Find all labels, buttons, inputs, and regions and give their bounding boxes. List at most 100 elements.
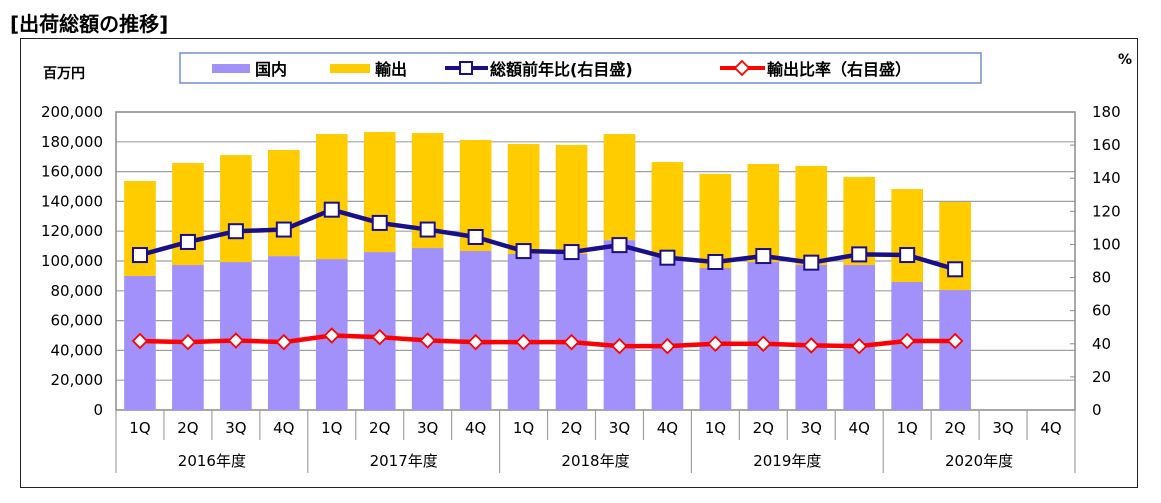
marker-yoy [179,233,196,250]
bar-domestic [651,256,684,410]
legend-label-export: 輸出 [375,60,407,79]
chart-frame [20,38,1138,488]
marker-yoy [947,261,964,278]
bar-export [699,173,732,269]
marker-export-ratio [850,337,868,355]
legend-swatch-domestic [212,64,250,73]
lines [131,201,964,355]
left-tick-label: 100,000 [41,252,103,270]
chart-title: [出荷総額の推移] [10,12,169,36]
marker-yoy [755,248,772,265]
marker-yoy [515,243,532,260]
category-label: 3Q [801,419,822,437]
marker-export-ratio [467,333,484,351]
marker-yoy [563,244,580,261]
category-label: 3Q [225,419,246,437]
marker-yoy [851,246,868,263]
marker-yoy [275,221,292,238]
marker-yoy [227,223,244,240]
marker-export-ratio [131,332,149,350]
group-label: 2017年度 [370,452,438,470]
marker-yoy [611,237,628,254]
category-label: 2Q [944,419,965,437]
legend-marker-export-ratio [733,59,751,77]
bar-domestic [939,290,971,410]
legend-box [179,52,982,84]
bar-export [507,144,540,254]
bar-export [747,164,780,263]
right-tick-label: 80 [1092,269,1111,287]
bar-export [220,155,252,263]
line-yoy [139,207,956,272]
marker-yoy [467,228,484,245]
left-tick-label: 20,000 [51,371,104,389]
bar-export [795,165,828,266]
marker-export-ratio [275,333,293,351]
marker-export-ratio [227,332,245,349]
group-label: 2020年度 [945,452,1013,470]
legend-marker-yoy [459,61,473,75]
left-tick-label: 80,000 [51,282,104,300]
marker-yoy [899,247,916,264]
left-tick-label: 0 [93,401,103,419]
marker-yoy [419,221,436,238]
left-tick-label: 120,000 [41,222,103,240]
left-tick-label: 180,000 [41,133,103,151]
category-label: 2Q [177,419,198,437]
bar-domestic [268,256,300,410]
bar-export [891,189,923,283]
left-tick-label: 140,000 [41,192,103,210]
category-label: 1Q [705,419,726,437]
category-label: 2Q [753,419,774,437]
legend-swatch-export [330,64,370,73]
legend: 国内 輸出 総額前年比(右目盛) 輸出比率（右目盛） [179,52,982,84]
marker-export-ratio [563,333,580,351]
category-label: 1Q [321,419,342,437]
marker-yoy [371,214,388,231]
bar-domestic [603,240,636,410]
category-label: 3Q [417,419,438,437]
marker-yoy [707,253,724,270]
line-export-ratio [139,333,956,349]
category-label: 2Q [561,419,582,437]
bar-domestic [411,248,444,410]
left-tick-label: 60,000 [51,312,104,330]
bars [124,131,971,410]
marker-export-ratio [659,337,676,355]
category-label: 1Q [896,419,917,437]
bar-export [651,162,684,257]
legend-label-domestic: 国内 [255,60,287,79]
category-label: 3Q [609,419,630,437]
legend-label-export-ratio: 輸出比率（右目盛） [767,60,911,79]
marker-export-ratio [515,333,532,351]
marker-export-ratio [946,332,964,350]
bar-export [268,149,300,257]
left-tick-label: 40,000 [51,341,104,359]
bar-export [555,144,588,254]
right-tick-label: 20 [1092,368,1111,386]
group-label: 2019年度 [753,452,821,470]
category-label: 2Q [369,419,390,437]
bar-export [315,134,348,260]
right-tick-label: 160 [1092,136,1121,154]
left-tick-label: 200,000 [41,103,103,121]
marker-yoy [803,254,820,271]
bar-domestic [459,251,492,410]
category-label: 4Q [1040,419,1061,437]
marker-yoy [131,247,148,264]
bar-export [363,131,396,253]
category-label: 3Q [992,419,1013,437]
right-tick-label: 0 [1092,401,1102,419]
category-label: 4Q [849,419,870,437]
marker-export-ratio [323,327,341,344]
marker-yoy [323,201,340,218]
right-tick-label: 140 [1092,169,1121,187]
marker-export-ratio [371,328,388,346]
category-label: 1Q [129,419,150,437]
marker-export-ratio [419,332,436,349]
bar-domestic [507,253,540,410]
marker-export-ratio [707,335,724,353]
axes: 0 20,000 40,000 60,000 80,000 100,000 120,000 1… [41,52,1132,473]
bar-domestic [555,253,588,410]
